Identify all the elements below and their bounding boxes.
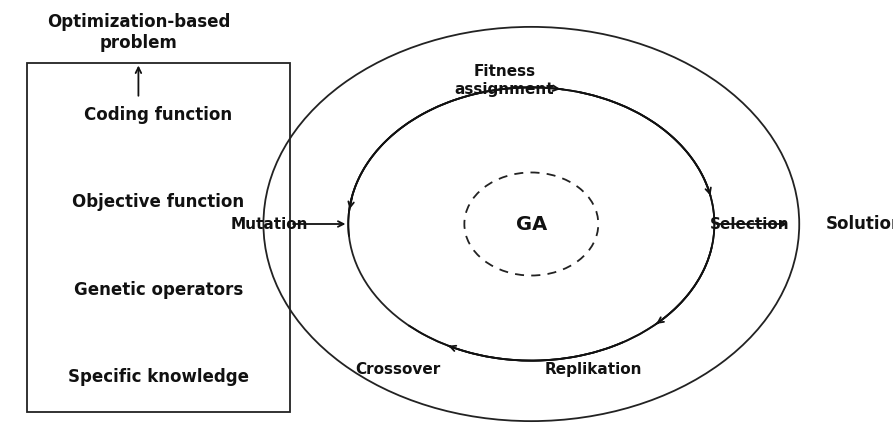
- Text: Genetic operators: Genetic operators: [74, 281, 243, 299]
- Text: Replikation: Replikation: [545, 362, 643, 377]
- Text: Coding function: Coding function: [85, 106, 232, 124]
- Text: Selection: Selection: [710, 216, 789, 232]
- Text: Fitness
assignment: Fitness assignment: [455, 65, 555, 97]
- Bar: [27, 63, 290, 412]
- Text: Specific knowledge: Specific knowledge: [68, 368, 249, 386]
- Text: Mutation: Mutation: [230, 216, 308, 232]
- Text: Objective function: Objective function: [72, 194, 245, 211]
- Text: Solution: Solution: [826, 215, 893, 233]
- Text: Crossover: Crossover: [355, 362, 440, 377]
- Text: GA: GA: [516, 215, 547, 233]
- Text: Optimization-based
problem: Optimization-based problem: [46, 13, 230, 52]
